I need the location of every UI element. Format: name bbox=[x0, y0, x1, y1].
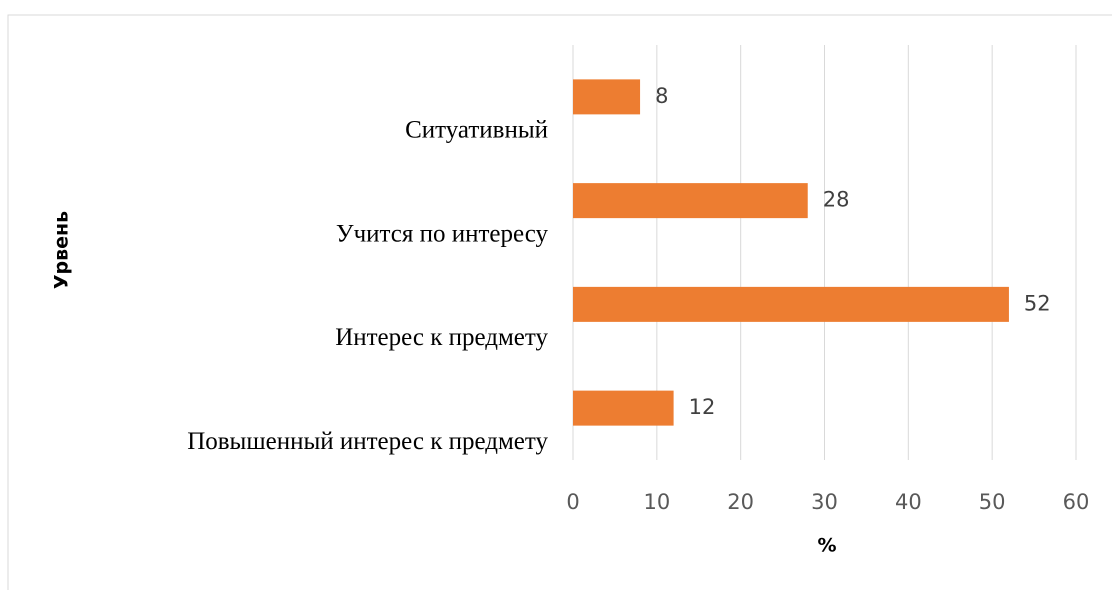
x-tick-label: 60 bbox=[1063, 490, 1090, 514]
bar bbox=[573, 286, 1009, 322]
chart-border bbox=[7, 14, 1112, 590]
data-label: 8 bbox=[655, 84, 668, 108]
y-axis-title: Урвень bbox=[51, 211, 73, 289]
y-tick-label: Интерес к предмету bbox=[335, 324, 548, 351]
bar bbox=[573, 183, 808, 219]
data-label: 28 bbox=[823, 188, 850, 212]
bar bbox=[573, 79, 641, 115]
x-axis-title: % bbox=[817, 535, 836, 557]
bar bbox=[573, 390, 674, 426]
data-label: 12 bbox=[689, 395, 716, 419]
x-tick-label: 20 bbox=[727, 490, 754, 514]
x-tick-label: 50 bbox=[979, 490, 1006, 514]
data-label: 52 bbox=[1024, 291, 1051, 315]
y-tick-label: Ситуативный bbox=[405, 117, 548, 144]
y-tick-label: Учится по интересу bbox=[336, 220, 549, 247]
x-tick-label: 0 bbox=[566, 490, 579, 514]
x-tick-label: 40 bbox=[895, 490, 922, 514]
y-tick-label: Повышенный интерес к предмету bbox=[187, 428, 548, 455]
x-tick-label: 30 bbox=[811, 490, 838, 514]
x-tick-label: 10 bbox=[643, 490, 670, 514]
